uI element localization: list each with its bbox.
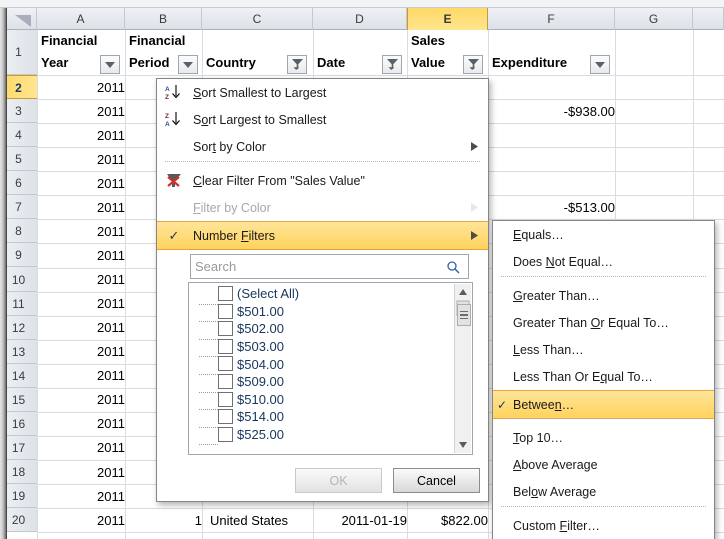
svg-text:A: A <box>165 86 170 93</box>
svg-text:Z: Z <box>165 94 169 101</box>
svg-text:A: A <box>165 121 170 128</box>
svg-text:Z: Z <box>165 113 169 120</box>
